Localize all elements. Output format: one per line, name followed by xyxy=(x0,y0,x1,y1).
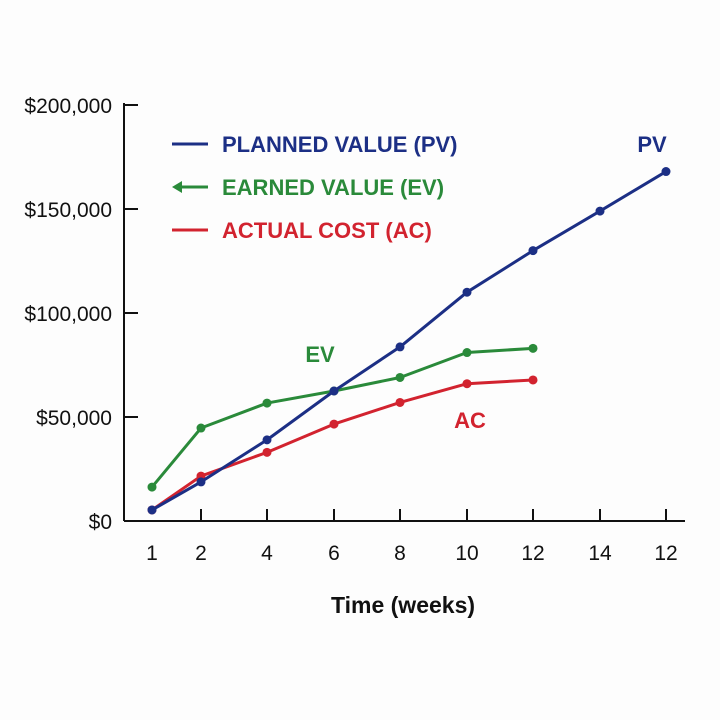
y-tick-label: $50,000 xyxy=(36,407,112,430)
x-tick-label: 2 xyxy=(195,542,207,565)
legend-label: ACTUAL COST (AC) xyxy=(222,218,432,243)
x-axis-label: Time (weeks) xyxy=(331,592,475,618)
data-point xyxy=(262,447,272,457)
data-point xyxy=(528,343,538,353)
x-tick-label: 4 xyxy=(261,542,273,565)
x-tick-label: 12 xyxy=(521,542,544,565)
data-point xyxy=(196,423,206,433)
data-point xyxy=(262,398,272,408)
series-label-pv: PV xyxy=(637,132,667,157)
y-tick-label: $150,000 xyxy=(24,199,112,222)
legend-item: PLANNED VALUE (PV) xyxy=(172,132,458,157)
data-point xyxy=(661,167,671,177)
data-point xyxy=(528,375,538,385)
data-point xyxy=(395,372,405,382)
legend-item: EARNED VALUE (EV) xyxy=(172,175,444,200)
data-point xyxy=(196,477,206,487)
data-point xyxy=(262,435,272,445)
data-point xyxy=(329,386,339,396)
series-group: AC EV PV xyxy=(147,132,671,515)
series-line-ac xyxy=(151,378,534,512)
series-ac: AC xyxy=(147,375,538,515)
legend-item: ACTUAL COST (AC) xyxy=(172,218,432,243)
x-tick-label: 12 xyxy=(654,542,677,565)
series-label-ev: EV xyxy=(305,342,335,367)
series-pv: PV xyxy=(147,132,671,515)
data-point xyxy=(462,348,472,358)
data-point xyxy=(147,482,157,492)
data-point xyxy=(395,342,405,352)
x-tick-label: 10 xyxy=(455,542,478,565)
data-point xyxy=(595,206,605,216)
series-label-ac: AC xyxy=(454,408,486,433)
legend-label: EARNED VALUE (EV) xyxy=(222,175,444,200)
data-point xyxy=(147,505,157,515)
legend: PLANNED VALUE (PV) EARNED VALUE (EV) ACTUA… xyxy=(172,132,458,243)
legend-arrow-head-icon xyxy=(172,181,182,193)
y-tick-label: $0 xyxy=(89,511,112,534)
data-point xyxy=(462,379,472,389)
x-tick-label: 14 xyxy=(588,542,612,565)
legend-label: PLANNED VALUE (PV) xyxy=(222,132,458,157)
y-tick-label: $200,000 xyxy=(24,95,112,118)
x-tick-label: 8 xyxy=(394,542,406,565)
data-point xyxy=(528,246,538,256)
data-point xyxy=(462,287,472,297)
data-point xyxy=(329,419,339,429)
data-point xyxy=(395,397,405,407)
y-tick-label: $100,000 xyxy=(24,303,112,326)
x-tick-label: 1 xyxy=(146,542,158,565)
x-tick-label: 6 xyxy=(328,542,340,565)
